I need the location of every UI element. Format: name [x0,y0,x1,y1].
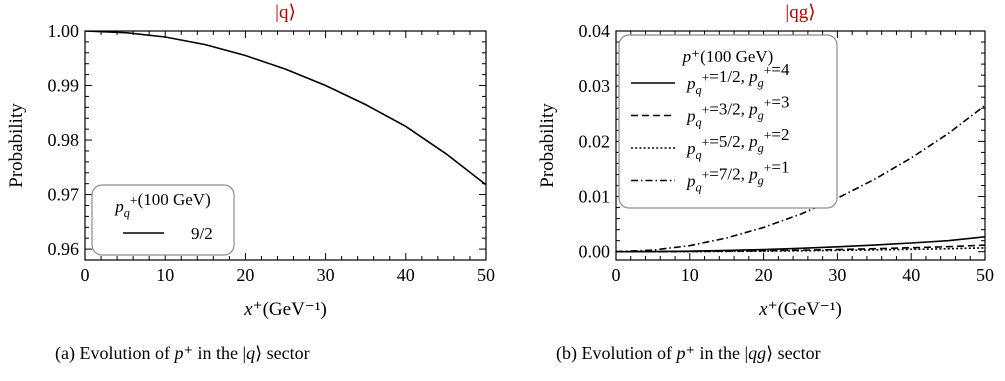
y-tick-label: 0.99 [48,76,80,96]
x-tick-label: 0 [612,265,621,285]
legend-entry-2: pq+=3/2, pg+=3 [686,93,790,130]
plot-frame [84,30,487,261]
y-axis-label: Probability [6,103,27,188]
y-tick-label: 0.00 [579,242,611,262]
x-tick-label: 30 [828,265,846,285]
caption-a: (a) Evolution of p⁺ in the |q⟩ sector [55,343,310,363]
plot-frame [615,30,986,261]
series-line-2 [616,244,985,253]
chart-b: |qg⟩ 0 10 20 30 40 50 0.00 0.01 0.02 0.03 0.04 Proba… [537,2,994,320]
y-tick-label: 0.02 [579,131,611,151]
legend-entry-1: pq+=1/2, pg+=4 [686,60,790,97]
x-tick-label: 20 [236,265,254,285]
chart-title: |qg⟩ [785,2,815,23]
x-tick-label: 40 [397,265,415,285]
x-tick-label: 40 [902,265,920,285]
y-tick-label: 0.97 [48,185,80,205]
series-line-1 [85,31,486,186]
series-line-4 [616,104,985,253]
legend-box [91,184,235,256]
x-tick-label: 20 [755,265,773,285]
y-tick-label: 0.04 [579,21,611,41]
y-tick-label: 1.00 [48,21,80,41]
x-axis-label: x⁺(GeV⁻¹) [758,299,842,320]
x-tick-label: 50 [976,265,994,285]
y-tick-label: 0.96 [48,239,80,259]
y-tick-label: 0.98 [48,130,80,150]
y-axis-label: Probability [537,103,558,188]
x-axis-label: x⁺(GeV⁻¹) [243,299,327,320]
x-tick-label: 30 [317,265,335,285]
legend-entry-1: 9/2 [191,224,213,243]
chart-title: |q⟩ [275,2,296,23]
legend-title: p⁺(100 GeV) [682,47,774,66]
legend-box [618,34,838,209]
chart-a: |q⟩ 0 10 20 30 40 50 0.96 0.97 0.98 0.99 1.00 Probab… [6,2,495,320]
legend-title: pq+(100 GeV) [114,190,210,220]
y-tick-label: 0.03 [579,76,611,96]
series-line-1 [616,236,985,253]
x-tick-label: 50 [477,265,495,285]
y-tick-label: 0.01 [579,187,611,207]
legend-entry-3: pq+=5/2, pg+=2 [686,125,790,162]
caption-b: (b) Evolution of p⁺ in the |qg⟩ sector [556,343,821,363]
x-tick-label: 10 [156,265,174,285]
x-tick-label: 10 [681,265,699,285]
series-line-3 [616,247,985,253]
legend-entry-4: pq+=7/2, pg+=1 [686,158,790,195]
x-tick-label: 0 [81,265,90,285]
